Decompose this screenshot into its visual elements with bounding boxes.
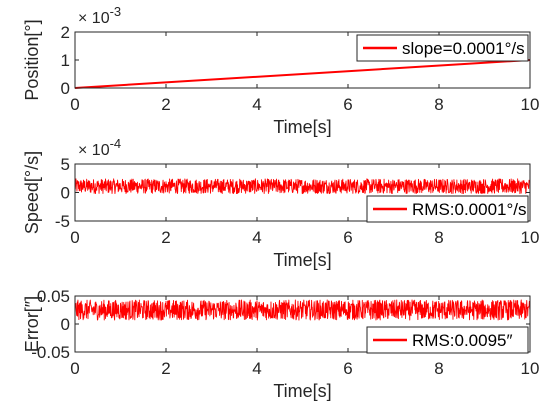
x-tick-label: 8 [434,228,443,247]
y-exponent-power: -3 [110,4,122,19]
x-tick-label: 8 [434,95,443,114]
legend-label: slope=0.0001°/s [402,39,525,58]
series-line-1 [74,59,531,89]
x-tick-label: 0 [70,228,79,247]
series-line-2 [74,178,531,195]
x-axis-label: Time[s] [273,117,331,137]
legend-label: RMS:0.0001°/s [412,200,527,219]
x-tick-label: 4 [252,228,261,247]
series-line-3 [74,299,531,321]
y-axis-label: Error[″] [22,296,42,352]
x-tick-label: 6 [343,228,352,247]
x-tick-label: 6 [343,359,352,378]
y-exponent-label: × 10-3 [78,4,121,27]
x-tick-label: 10 [521,228,540,247]
y-axis-label: Speed[°/s] [22,151,42,234]
x-tick-label: 2 [161,228,170,247]
x-tick-label: 6 [343,95,352,114]
x-axis-label: Time[s] [273,250,331,270]
y-tick-label: 0 [61,315,70,334]
y-tick-label: 2 [61,23,70,42]
legend-label: RMS:0.0095″ [412,331,513,350]
x-tick-label: 0 [70,359,79,378]
y-exponent-base: × 10 [78,10,110,27]
y-axis-label: Position[°] [22,19,42,100]
y-exponent-power: -4 [110,136,122,151]
y-exponent-label: × 10-4 [78,136,121,159]
y-tick-label: 0.05 [37,287,70,306]
x-tick-label: 10 [521,95,540,114]
x-tick-label: 2 [161,95,170,114]
y-tick-label: 1 [61,51,70,70]
x-tick-label: 8 [434,359,443,378]
x-tick-label: 4 [252,359,261,378]
y-tick-label: -0.05 [31,343,70,362]
x-axis-label: Time[s] [273,381,331,401]
x-tick-label: 10 [521,359,540,378]
y-tick-label: 0 [61,79,70,98]
x-tick-label: 0 [70,95,79,114]
x-tick-label: 4 [252,95,261,114]
y-exponent-base: × 10 [78,142,110,159]
y-tick-label: -5 [55,212,70,231]
y-tick-label: 5 [61,155,70,174]
x-tick-label: 2 [161,359,170,378]
y-tick-label: 0 [61,184,70,203]
